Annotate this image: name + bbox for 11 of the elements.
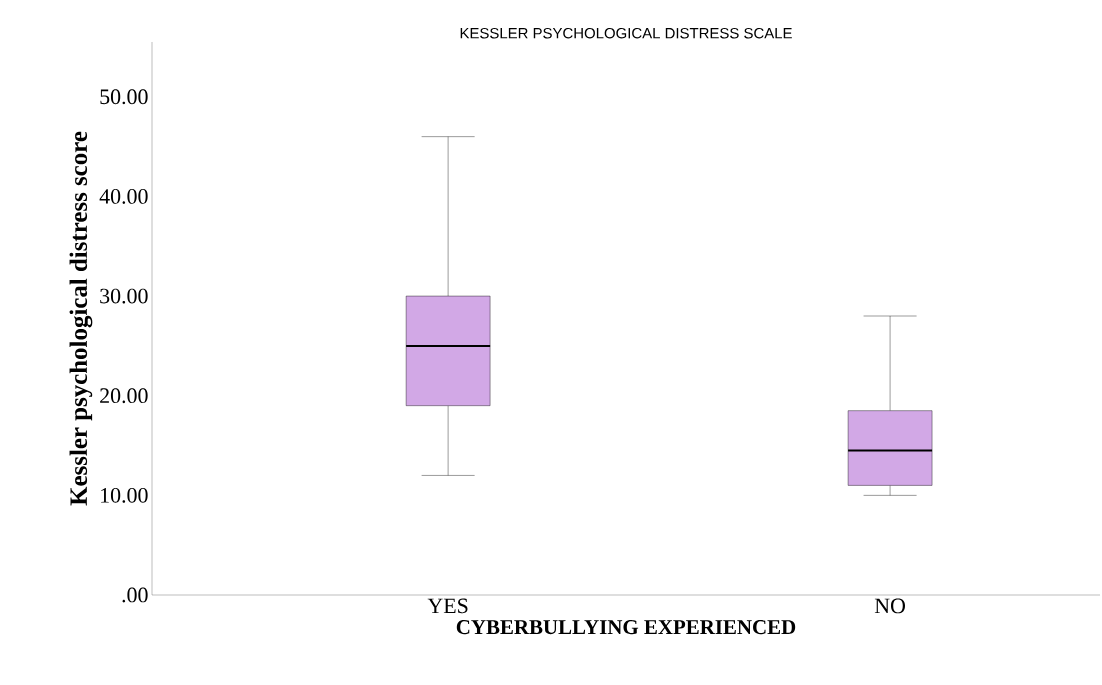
chart-title: KESSLER PSYCHOLOGICAL DISTRESS SCALE	[460, 27, 792, 39]
y-axis-title: Kessler psychological distress score	[69, 131, 93, 506]
y-tick-label: 10.00	[101, 487, 148, 503]
y-tick-label: 40.00	[99, 188, 148, 204]
x-axis-title: CYBERBULLYING EXPERIENCED	[456, 620, 796, 635]
x-tick-label: NO	[874, 598, 906, 614]
y-tick-label: 20.00	[100, 388, 148, 404]
y-tick-label: 50.00	[100, 89, 148, 105]
y-tick-label: 30.00	[100, 288, 148, 304]
x-tick-label: YES	[427, 598, 468, 614]
y-tick-label: .00	[122, 587, 148, 603]
